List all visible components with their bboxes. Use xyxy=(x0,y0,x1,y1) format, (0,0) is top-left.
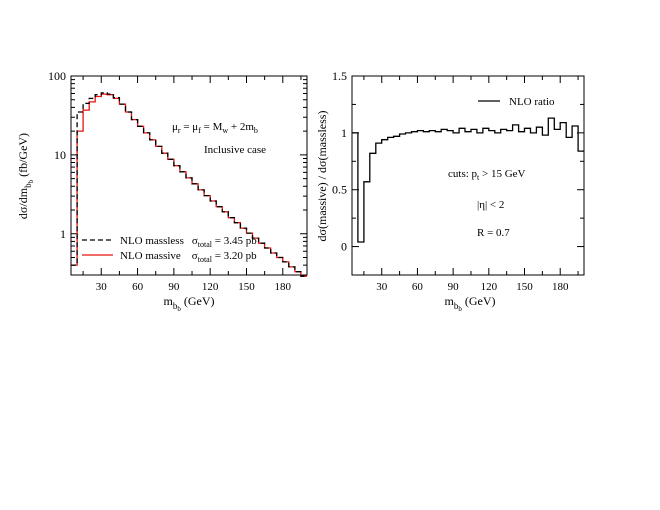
left-x-tick-label: 30 xyxy=(96,281,108,293)
right-plot-frame xyxy=(351,75,585,276)
left-x-tick-label: 60 xyxy=(132,281,144,293)
legend-label-massless: NLO massless σtotal = 3.45 pb xyxy=(120,235,257,249)
right-y-tick-label: 1 xyxy=(341,126,347,140)
eta-annotation: |η| < 2 xyxy=(477,199,504,211)
right-x-tick-label: 90 xyxy=(448,281,460,293)
right-series-group xyxy=(352,117,584,243)
left-x-tick-label: 180 xyxy=(275,281,292,293)
left-x-tick-label: 120 xyxy=(202,281,219,293)
series-nlo-ratio xyxy=(352,117,584,243)
left-x-tick-label: 150 xyxy=(238,281,255,293)
left-y-axis-label: dσ/dmbb (fb/GeV) xyxy=(16,133,35,219)
left-series-group xyxy=(71,92,307,277)
left-y-tick-label: 1 xyxy=(60,227,66,241)
radius-annotation: R = 0.7 xyxy=(477,227,510,239)
left-legend: NLO massless σtotal = 3.45 pb NLO massive… xyxy=(82,235,257,264)
case-annotation: Inclusive case xyxy=(204,144,266,156)
right-x-tick-label: 60 xyxy=(412,281,424,293)
legend-label-ratio: NLO ratio xyxy=(509,96,555,108)
scale-annotation: μr = μf = Mw + 2mb xyxy=(172,121,258,135)
right-y-axis-label: dσ(massive) / dσ(massless) xyxy=(315,111,329,242)
right-y-tick-label: 0.5 xyxy=(332,183,347,197)
cuts-annotation: cuts: pt > 15 GeV xyxy=(448,168,526,182)
cross-section-panel: 30 60 90 120 150 180 1 10 100 dσ/dmbb (fb/GeV) m… xyxy=(16,69,308,313)
ratio-panel: 30 60 90 120 150 180 0 0.5 1 1.5 dσ(massive) / dσ… xyxy=(315,69,585,313)
left-x-axis-label: mbb (GeV) xyxy=(164,294,215,313)
right-axis-ticks: 30 60 90 120 150 180 0 0.5 1 1.5 xyxy=(332,69,584,293)
series-nlo-massless xyxy=(71,92,307,277)
left-x-tick-label: 90 xyxy=(168,281,180,293)
right-y-tick-label: 0 xyxy=(341,240,347,254)
left-y-tick-label: 10 xyxy=(54,148,66,162)
legend-label-massive: NLO massive σtotal = 3.20 pb xyxy=(120,250,257,264)
right-x-tick-label: 30 xyxy=(376,281,388,293)
left-plot-frame xyxy=(70,75,308,276)
left-axis-ticks: 30 60 90 120 150 180 1 10 100 xyxy=(48,69,307,293)
left-y-tick-label: 100 xyxy=(48,69,66,83)
right-y-tick-label: 1.5 xyxy=(332,69,347,83)
right-x-tick-label: 120 xyxy=(481,281,498,293)
right-x-axis-label: mbb (GeV) xyxy=(445,294,496,313)
right-x-tick-label: 150 xyxy=(516,281,533,293)
right-legend: NLO ratio xyxy=(478,96,555,108)
right-x-tick-label: 180 xyxy=(552,281,569,293)
